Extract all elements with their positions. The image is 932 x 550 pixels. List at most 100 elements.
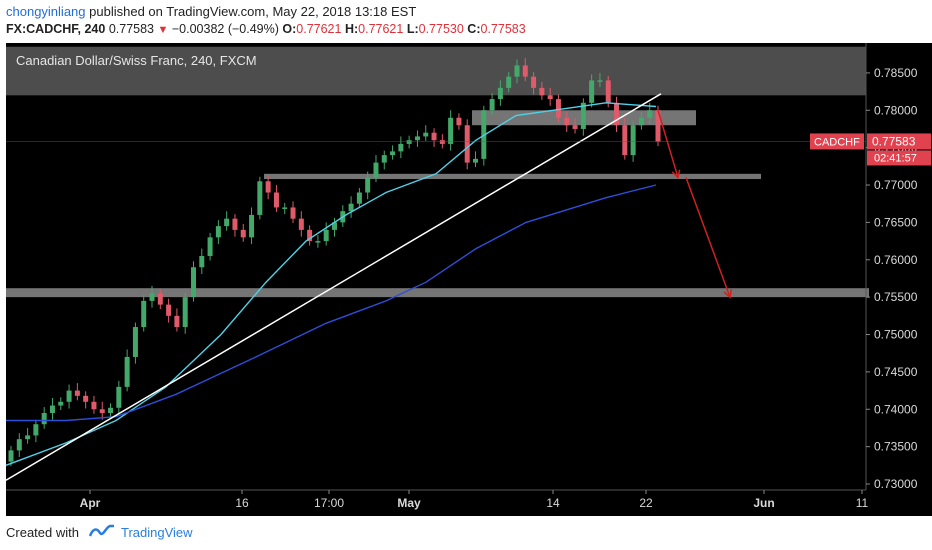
candle-body — [124, 356, 130, 387]
candle-body — [315, 241, 321, 243]
candle-body — [630, 125, 636, 156]
candle-body — [166, 304, 172, 316]
top-zone — [6, 46, 866, 96]
footer: Created with TradingView — [6, 524, 193, 541]
candle-body — [655, 110, 661, 142]
candle-body — [332, 222, 337, 230]
low-value: 0.77530 — [418, 22, 464, 36]
candle-body — [41, 413, 47, 425]
x-tick-label: 17:00 — [314, 496, 344, 510]
candle-body — [8, 450, 14, 462]
candle-body — [348, 203, 354, 212]
candle-body — [622, 125, 628, 156]
price-change: −0.00382 (−0.49%) — [171, 22, 279, 36]
price-tag-value: 0.77583 — [872, 134, 916, 148]
price-tag — [867, 133, 931, 150]
created-with-text: Created with — [6, 525, 79, 540]
candle-body — [149, 293, 155, 301]
candle-body — [116, 386, 122, 408]
candle-body — [456, 117, 462, 126]
candle-body — [539, 87, 545, 96]
candle-body — [547, 95, 553, 100]
candle-body — [132, 327, 138, 357]
moving-average-1 — [6, 184, 657, 422]
candle-body — [157, 293, 163, 305]
candle-body — [564, 117, 570, 126]
candle-body — [33, 424, 39, 436]
candle-body — [390, 151, 396, 156]
y-tick-label: 0.76000 — [874, 253, 918, 267]
candle-body — [174, 315, 180, 328]
candle-body — [406, 140, 412, 144]
candle-body — [99, 409, 105, 414]
candle-body — [74, 390, 80, 396]
y-tick-label: 0.74500 — [874, 365, 918, 379]
x-tick-label: 14 — [546, 496, 560, 510]
candle-body — [298, 218, 304, 230]
candle-body — [464, 125, 470, 163]
y-tick-label: 0.73500 — [874, 440, 918, 454]
y-tick-label: 0.75500 — [874, 290, 918, 304]
y-tick-label: 0.78000 — [874, 103, 918, 117]
chart-svg[interactable]: 0.785000.780000.775000.770000.765000.760… — [5, 43, 932, 516]
candle-body — [439, 140, 445, 144]
candle-body — [265, 181, 271, 193]
high-label: H: — [344, 22, 359, 36]
candle-body — [16, 439, 22, 451]
candle-body — [531, 76, 537, 88]
tradingview-brand[interactable]: TradingView — [120, 525, 193, 540]
chart-title: Canadian Dollar/Swiss Franc, 240, FXCM — [16, 53, 257, 68]
projection-arrowhead-1 — [723, 289, 732, 299]
y-tick-label: 0.77000 — [874, 178, 918, 192]
candle-body — [232, 218, 238, 230]
x-tick-label: 22 — [639, 496, 653, 510]
high-value: 0.77621 — [358, 22, 404, 36]
down-arrow-icon: ▼ — [157, 24, 169, 36]
symbol-label: FX:CADCHF, 240 — [6, 22, 106, 36]
projection-arrowhead-0 — [671, 169, 681, 180]
candle-body — [273, 192, 279, 208]
candle-body — [373, 162, 379, 178]
candle-body — [323, 229, 329, 242]
candle-body — [647, 110, 653, 118]
trendline — [5, 93, 662, 481]
candle-body — [190, 267, 196, 298]
x-tick-label: Apr — [80, 496, 101, 510]
y-tick-label: 0.74000 — [874, 402, 918, 416]
ohlc-line: FX:CADCHF, 240 0.77583 ▼ −0.00382 (−0.49… — [6, 22, 526, 36]
symbol-tag — [810, 133, 864, 150]
candle-body — [257, 181, 263, 215]
candle-body — [83, 395, 89, 402]
candle-body — [638, 117, 644, 126]
y-tick-label: 0.78500 — [874, 66, 918, 80]
candle-body — [431, 132, 437, 141]
y-tick-label: 0.76500 — [874, 215, 918, 229]
candle-body — [589, 80, 595, 103]
close-value: 0.77583 — [480, 22, 526, 36]
candle-body — [91, 401, 97, 410]
candle-body — [182, 297, 188, 328]
candle-body — [614, 102, 620, 126]
open-label: O: — [282, 22, 297, 36]
author-username[interactable]: chongyinliang — [6, 4, 86, 19]
candle-body — [141, 300, 147, 328]
close-label: C: — [467, 22, 481, 36]
candle-body — [597, 80, 603, 82]
candle-body — [207, 237, 213, 257]
candle-body — [199, 256, 205, 268]
candle-body — [58, 401, 64, 406]
candle-body — [365, 177, 371, 193]
countdown-tag — [867, 150, 931, 166]
zone-2 — [6, 288, 869, 298]
candle-body — [381, 155, 387, 163]
zone-1 — [264, 173, 761, 180]
candle-body — [580, 102, 586, 129]
candle-body — [497, 87, 503, 100]
candle-body — [489, 99, 495, 111]
candle-body — [108, 407, 114, 414]
candle-body — [215, 226, 221, 238]
candle-body — [555, 99, 561, 118]
chart-area[interactable]: 0.785000.780000.775000.770000.765000.760… — [5, 43, 932, 516]
candle-body — [307, 229, 313, 242]
tradingview-logo-icon[interactable] — [88, 524, 115, 541]
